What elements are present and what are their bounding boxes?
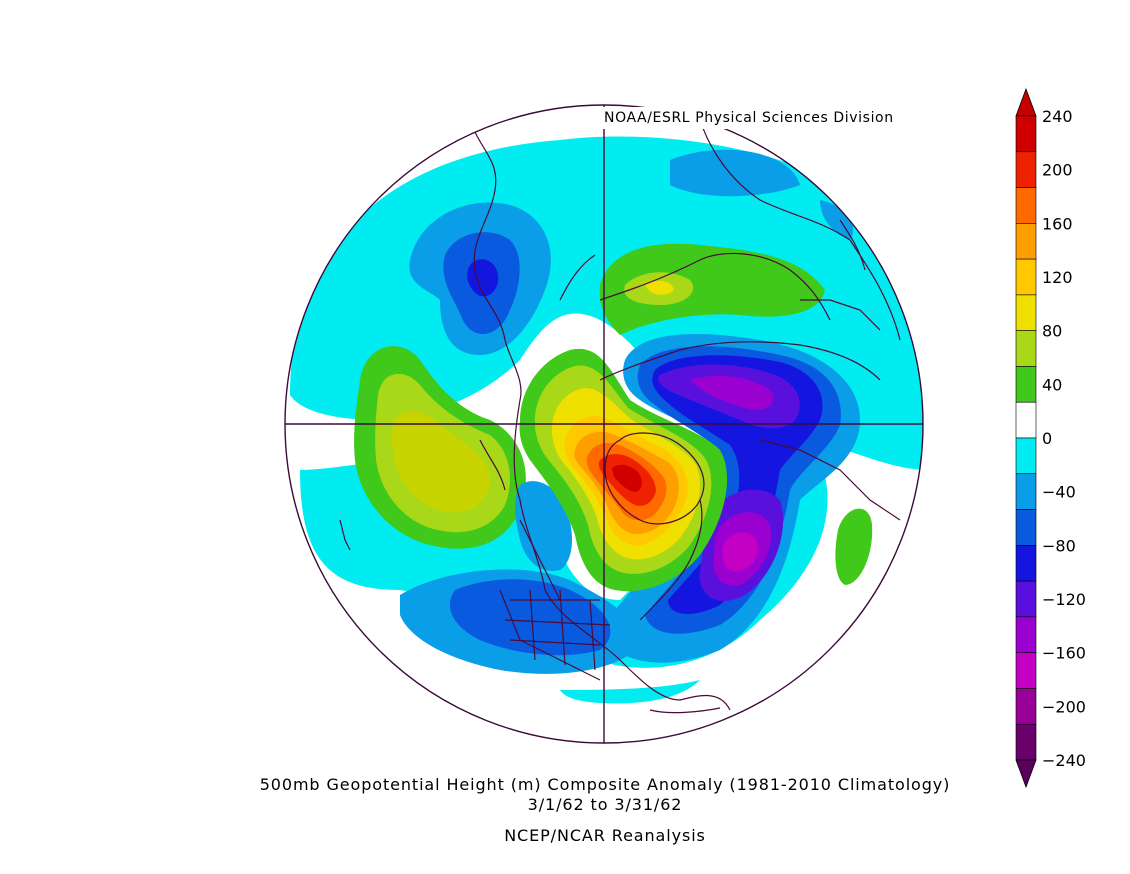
- colorbar-swatch: [1015, 366, 1037, 403]
- colorbar-swatch: [1015, 509, 1037, 546]
- colorbar-tick-label: −240: [1042, 751, 1086, 770]
- date-range: 3/1/62 to 3/31/62: [527, 795, 683, 814]
- colorbar: 240 200 160 120 80 40 0 −40 −80 −120 −160 −200 −240: [1015, 87, 1086, 789]
- colorbar-swatch: [1015, 652, 1037, 689]
- colorbar-swatch: [1015, 688, 1037, 725]
- colorbar-tick-label: 0: [1042, 429, 1052, 448]
- colorbar-swatch: [1015, 258, 1037, 296]
- colorbar-swatch: [1015, 115, 1037, 153]
- colorbar-tick-label: 200: [1042, 161, 1073, 180]
- colorbar-swatch: [1015, 401, 1037, 439]
- colorbar-swatch: [1015, 473, 1037, 510]
- colorbar-bottom-arrow: [1015, 759, 1037, 789]
- colorbar-swatch: [1015, 545, 1037, 582]
- colorbar-swatch: [1015, 723, 1037, 761]
- colorbar-tick-label: 80: [1042, 322, 1062, 341]
- colorbar-tick-label: −160: [1042, 644, 1086, 663]
- colorbar-tick-label: 160: [1042, 214, 1073, 233]
- colorbar-tick-label: 40: [1042, 375, 1062, 394]
- colorbar-tick-label: 120: [1042, 268, 1073, 287]
- colorbar-swatch: [1015, 223, 1037, 260]
- colorbar-swatch: [1015, 616, 1037, 653]
- colorbar-swatch: [1015, 330, 1037, 367]
- colorbar-top-arrow: [1015, 87, 1037, 117]
- credit-label: NOAA/ESRL Physical Sciences Division: [584, 107, 928, 129]
- colorbar-tick-label: −80: [1042, 536, 1076, 555]
- colorbar-swatch: [1015, 187, 1037, 224]
- colorbar-swatch: [1015, 580, 1037, 618]
- colorbar-swatch: [1015, 151, 1037, 188]
- colorbar-tick-label: 240: [1042, 107, 1073, 126]
- colorbar-swatch: [1015, 294, 1037, 331]
- colorbar-tick-label: −120: [1042, 590, 1086, 609]
- colorbar-tick-label: −200: [1042, 697, 1086, 716]
- map-title: 500mb Geopotential Height (m) Composite …: [259, 775, 951, 794]
- colorbar-tick-label: −40: [1042, 483, 1076, 502]
- data-source: NCEP/NCAR Reanalysis: [504, 826, 706, 845]
- colorbar-swatch: [1015, 437, 1037, 475]
- coastlines: [339, 119, 901, 714]
